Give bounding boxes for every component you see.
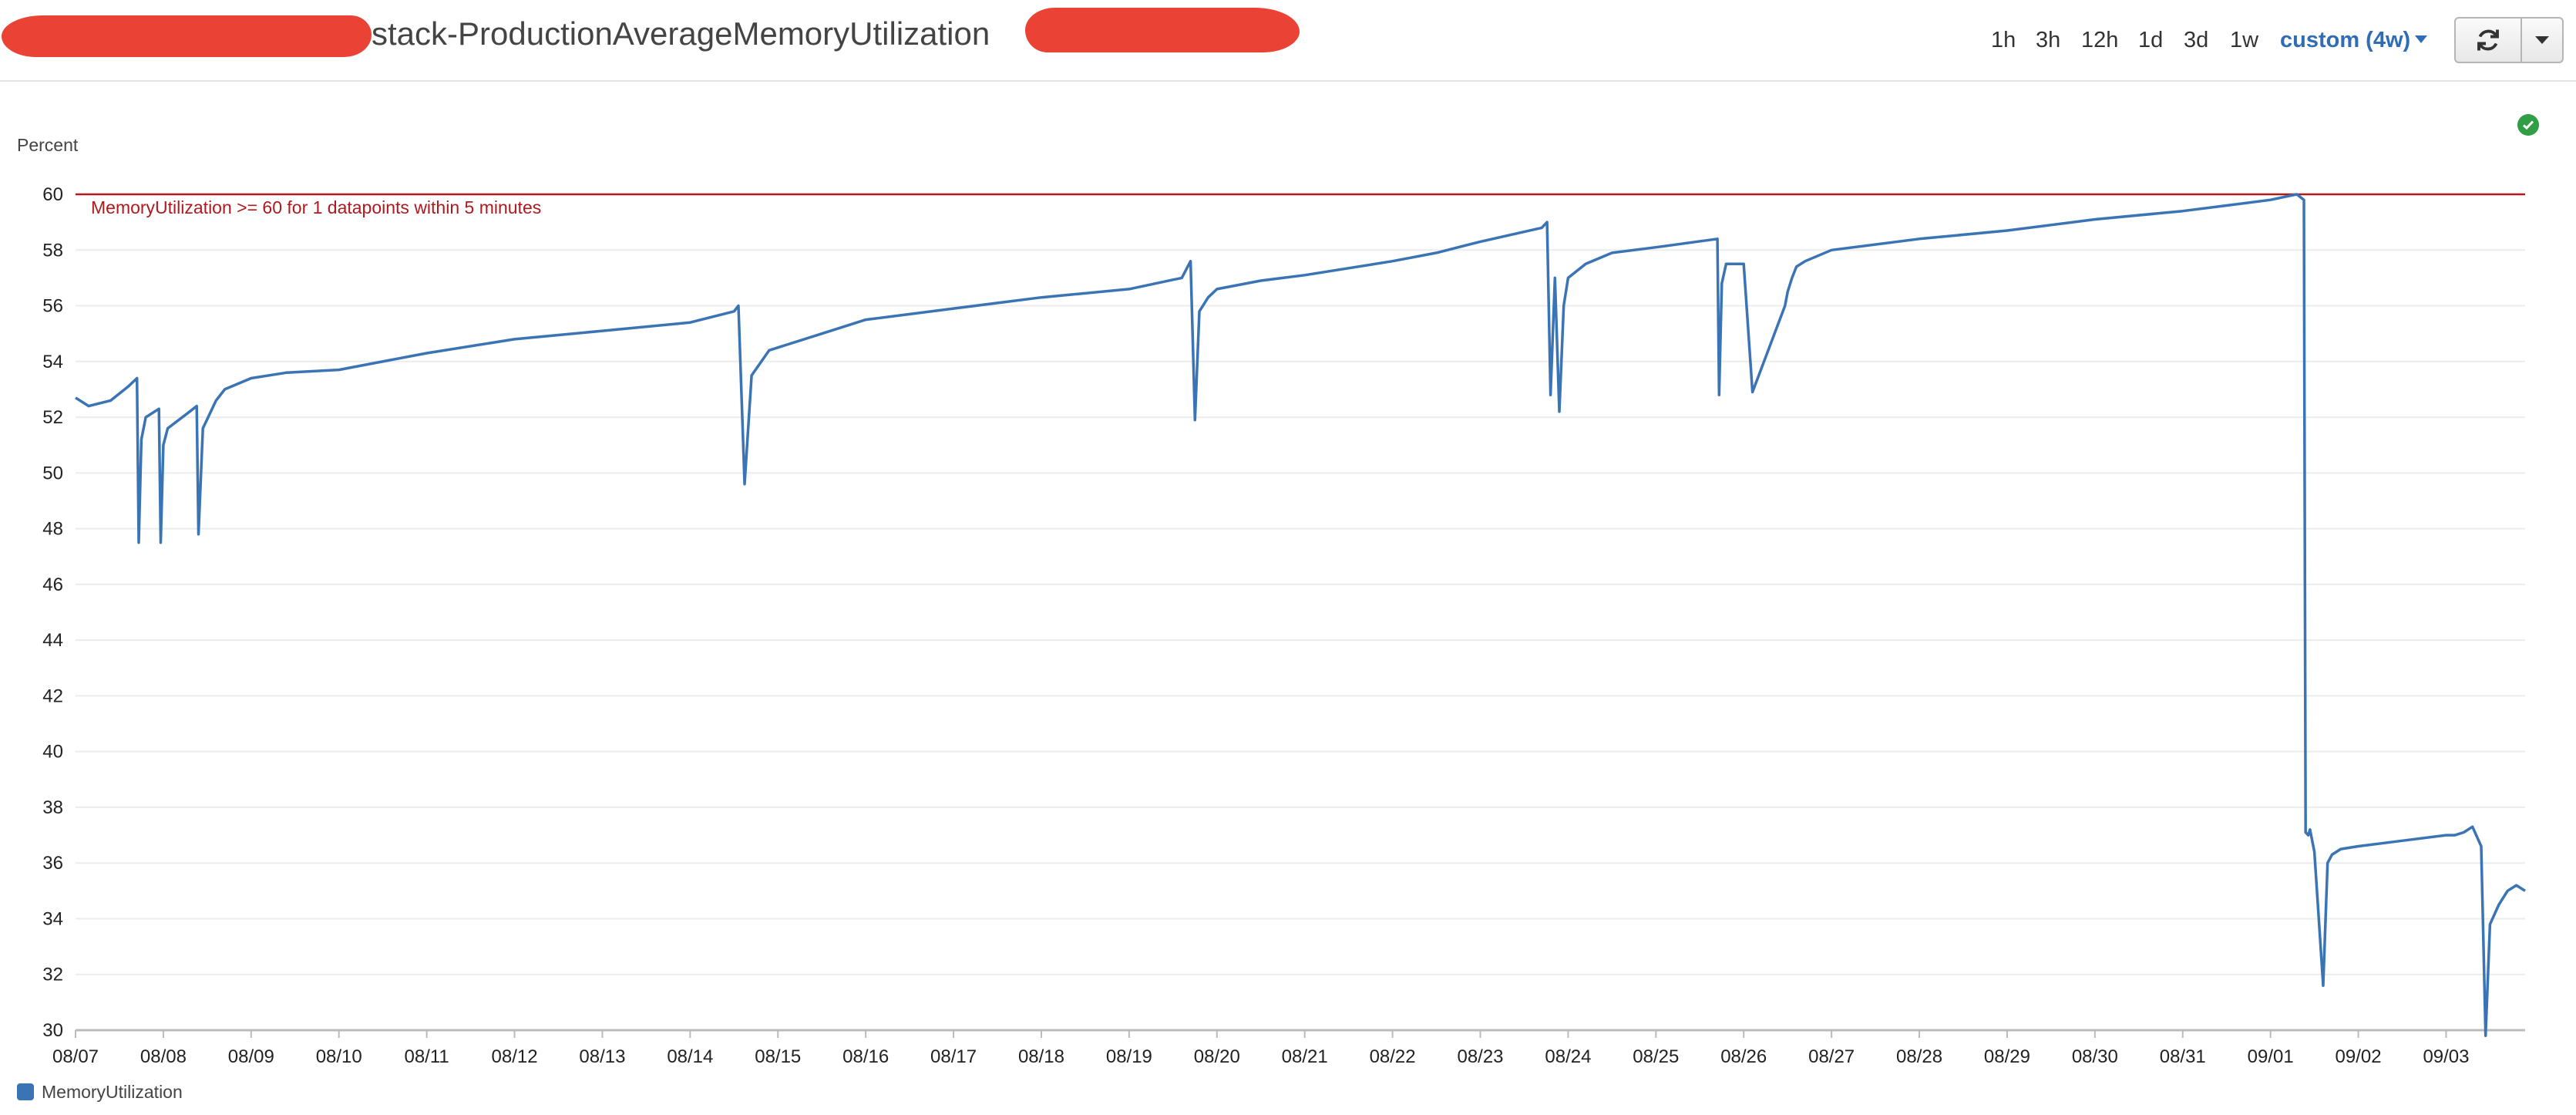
y-tick-label: 32 (42, 965, 63, 985)
y-tick-label: 30 (42, 1020, 63, 1041)
x-tick-label: 08/24 (1545, 1046, 1591, 1067)
x-axis: 08/07 08/08 08/09 08/10 08/11 08/12 08/13 08/14… (52, 1029, 2525, 1067)
range-custom-dropdown[interactable]: custom (4w) (2280, 28, 2411, 52)
x-tick-label: 08/25 (1633, 1046, 1679, 1067)
redaction-mark (2, 15, 372, 57)
x-tick-label: 09/03 (2423, 1046, 2469, 1067)
y-tick-label: 40 (42, 742, 63, 763)
grid (76, 194, 2525, 1031)
series-line (75, 193, 2526, 1037)
y-tick-label: 50 (42, 463, 63, 483)
refresh-options-button[interactable] (2522, 19, 2562, 62)
y-tick-label: 38 (42, 797, 63, 818)
range-1w[interactable]: 1w (2230, 28, 2259, 52)
redaction-mark (1025, 8, 1300, 52)
threshold-label: MemoryUtilization >= 60 for 1 datapoints… (91, 197, 541, 217)
y-tick-label: 54 (42, 352, 63, 372)
x-tick-label: 08/10 (316, 1046, 362, 1067)
x-tick-label: 08/12 (492, 1046, 538, 1067)
page-title: stack-ProductionAverageMemoryUtilization (372, 15, 990, 52)
x-tick-label: 08/08 (140, 1046, 187, 1067)
range-1h[interactable]: 1h (1991, 28, 2016, 52)
refresh-icon (2477, 29, 2499, 51)
refresh-button-group (2454, 17, 2564, 63)
range-3d[interactable]: 3d (2184, 28, 2209, 52)
y-tick-label: 60 (42, 184, 63, 205)
chevron-down-icon (2535, 36, 2549, 44)
x-tick-label: 08/22 (1370, 1046, 1416, 1067)
x-tick-label: 08/16 (842, 1046, 889, 1067)
range-12h[interactable]: 12h (2081, 28, 2119, 52)
x-tick-label: 08/27 (1808, 1046, 1855, 1067)
y-tick-label: 44 (42, 630, 63, 651)
range-3h[interactable]: 3h (2036, 28, 2061, 52)
x-tick-label: 08/29 (1984, 1046, 2030, 1067)
range-1d[interactable]: 1d (2138, 28, 2164, 52)
x-tick-label: 09/01 (2248, 1046, 2294, 1067)
y-tick-label: 36 (42, 853, 63, 874)
check-circle-icon (2517, 114, 2539, 136)
chevron-down-icon[interactable] (2415, 35, 2427, 43)
y-tick-label: 42 (42, 686, 63, 706)
y-tick-label: 34 (42, 908, 63, 929)
x-tick-label: 08/23 (1457, 1046, 1503, 1067)
y-axis: 30 32 34 36 38 40 42 44 46 48 50 52 54 56 58 60 (42, 184, 63, 1041)
x-tick-label: 08/28 (1896, 1046, 1942, 1067)
y-tick-label: 56 (42, 296, 63, 317)
series-group (75, 193, 2526, 1037)
x-tick-label: 08/30 (2072, 1046, 2118, 1067)
refresh-button[interactable] (2456, 19, 2522, 62)
x-tick-label: 08/17 (930, 1046, 977, 1067)
y-tick-label: 52 (42, 407, 63, 428)
x-tick-label: 08/09 (228, 1046, 274, 1067)
x-tick-label: 08/20 (1194, 1046, 1240, 1067)
x-tick-label: 08/19 (1106, 1046, 1152, 1067)
header-bar: stack-ProductionAverageMemoryUtilization… (0, 0, 2576, 82)
y-axis-label: Percent (17, 135, 79, 155)
x-tick-label: 08/07 (52, 1046, 99, 1067)
x-tick-label: 08/31 (2160, 1046, 2206, 1067)
x-tick-label: 08/11 (404, 1046, 449, 1067)
y-tick-label: 46 (42, 574, 63, 595)
x-tick-label: 08/18 (1018, 1046, 1064, 1067)
y-tick-label: 58 (42, 240, 63, 261)
x-tick-label: 09/02 (2336, 1046, 2382, 1067)
x-tick-label: 08/21 (1282, 1046, 1328, 1067)
x-tick-label: 08/15 (755, 1046, 801, 1067)
legend-swatch[interactable] (17, 1083, 34, 1100)
y-tick-label: 48 (42, 519, 63, 540)
x-tick-label: 08/13 (579, 1046, 625, 1067)
legend-label[interactable]: MemoryUtilization (42, 1082, 183, 1102)
x-tick-label: 08/14 (667, 1046, 713, 1067)
x-tick-label: 08/26 (1720, 1046, 1767, 1067)
